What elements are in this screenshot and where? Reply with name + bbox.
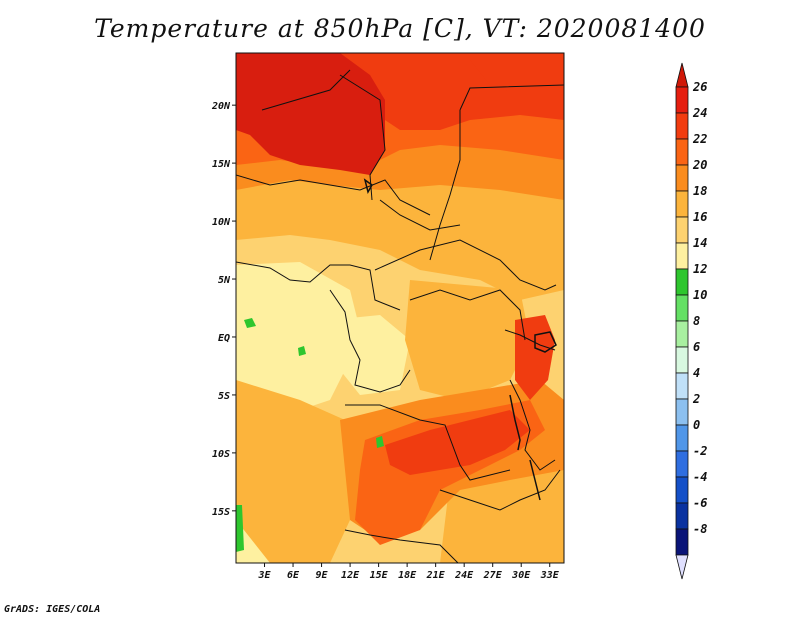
field-green-spot-4 [236,505,244,552]
lon-label: 21E [426,570,446,581]
colorbar-label: 6 [693,340,700,354]
colorbar-swatch [675,372,689,400]
lon-label: 30E [511,570,531,581]
colorbar-swatch [675,398,689,426]
colorbar-swatch [675,424,689,452]
colorbar-swatch [675,502,689,530]
latitude-axis: 20N 15N 10N 5N EQ 5S 10S 15S [211,101,236,518]
border-6 [236,261,401,311]
lon-label: 6E [287,570,300,581]
lat-label: EQ [218,333,230,344]
field-green-spot-3 [376,436,384,448]
field-green-spot-1 [244,318,256,328]
colorbar-swatch [675,86,689,114]
lon-label: 15E [370,570,389,581]
colorbar-label: 0 [693,418,700,432]
field-red-lakes [515,315,555,400]
colorbar-swatch [675,138,689,166]
field-green-spot-2 [298,346,306,356]
border-9 [409,289,526,341]
colorbar-label: 22 [692,132,707,146]
lat-label: 5N [218,275,231,286]
colorbar-label: 4 [693,366,700,380]
border-14 [504,329,556,351]
lake-tanganyika [509,394,521,451]
lake-malawi [529,459,541,501]
colorbar-bottom-arrow [675,554,689,580]
colorbar-swatch [675,346,689,374]
lat-label: 15N [212,159,231,170]
colorbar-swatch [675,216,689,244]
colorbar-label: 14 [693,236,707,250]
lake-chad [363,178,373,194]
temperature-field [236,53,564,563]
map-title: Temperature at 850hPa [C], VT: 202008140… [94,14,706,43]
border-1 [236,174,431,216]
longitude-axis: 3E 6E 9E 12E 15E 18E 21E 24E 27E 30E 33E [257,563,560,581]
lon-label: 27E [483,570,503,581]
lat-label: 20N [211,101,231,112]
border-15 [379,199,461,231]
grads-credit: GrADS: IGES/COLA [4,604,101,615]
lon-label: 33E [540,570,560,581]
colorbar-label: -6 [693,496,707,510]
border-5 [459,84,564,111]
lon-label: 9E [316,570,329,581]
colorbar-swatch [675,112,689,140]
border-3 [261,69,351,111]
colorbar-label: 24 [692,106,707,120]
colorbar-swatch [675,164,689,192]
colorbar-label: -2 [693,444,707,458]
colorbar-label: 20 [692,158,707,172]
lat-label: 15S [212,507,230,518]
colorbar-swatch [675,190,689,218]
map-frame [235,52,565,564]
colorbar-label: -4 [693,470,707,484]
border-8 [374,239,557,291]
lon-label: 12E [341,570,360,581]
field-hot-east [470,55,564,95]
colorbar-swatch [675,242,689,270]
lat-label: 5S [218,391,230,402]
colorbar-swatch [675,450,689,478]
field-pale-gabon [330,315,410,395]
colorbar-top-arrow [675,62,689,88]
field-hot-sahara [236,53,385,175]
colorbar-swatch [675,320,689,348]
field-amber-congo [405,280,530,400]
colorbar-label: 12 [693,262,707,276]
colorbar-swatch [675,528,689,556]
colorbar-label: 26 [692,80,707,94]
colorbar-label: 16 [693,210,707,224]
colorbar-label: -8 [693,522,707,536]
colorbar-swatch [675,476,689,504]
colorbar-label: 18 [693,184,707,198]
colorbar-label: 10 [693,288,707,302]
country-borders [236,69,564,563]
border-12 [439,469,561,511]
border-7 [329,289,411,393]
lat-label: 10S [212,449,230,460]
border-10 [345,404,511,481]
colorbar-swatch [675,268,689,296]
colorbar-label: 2 [692,392,700,406]
lon-label: 18E [398,570,417,581]
lakes [363,178,557,501]
colorbar-label: 8 [693,314,700,328]
lake-victoria [534,331,557,353]
border-11 [344,529,459,563]
border-13 [509,379,556,471]
field-red-zambia [385,410,530,475]
lat-label: 10N [212,217,231,228]
lon-label: 3E [257,570,271,581]
border-4 [429,110,461,261]
field-pale-west [236,262,360,430]
lon-label: 24E [454,570,474,581]
field-amber-southwest [236,380,360,563]
colorbar-swatch [675,294,689,322]
